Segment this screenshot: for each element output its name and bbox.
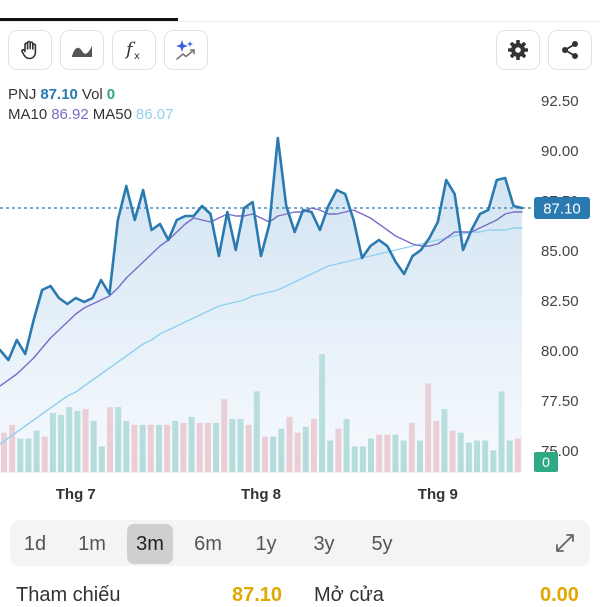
legend-ma50-label: MA50 xyxy=(92,106,132,123)
expand-icon xyxy=(556,534,574,552)
volume-tag xyxy=(534,452,558,472)
legend-ma10-value: 86.92 xyxy=(51,106,89,123)
range-3y-button[interactable]: 3y xyxy=(313,532,335,555)
x-axis: Thg 7 Thg 8 Thg 9 xyxy=(56,486,458,503)
legend-row-price: PNJ 87.10 Vol 0 xyxy=(8,86,119,104)
y-tick-label: 82.50 xyxy=(541,293,579,310)
legend-row-ma: MA10 86.92 MA50 86.07 xyxy=(8,106,177,124)
x-tick-label: Thg 8 xyxy=(241,486,281,503)
range-3m-button[interactable]: 3m xyxy=(127,524,173,564)
legend-ma10-label: MA10 xyxy=(8,106,48,123)
x-tick-label: Thg 9 xyxy=(418,486,458,503)
reference-price-label: Tham chiếu xyxy=(16,584,121,606)
price-area xyxy=(0,138,522,472)
settings-gear-icon xyxy=(508,40,528,60)
legend-vol-value: 0 xyxy=(106,86,116,103)
current-price-tag-label: 87.10 xyxy=(543,201,581,218)
open-price-value: 0.00 xyxy=(540,584,579,606)
fullscreen-button[interactable] xyxy=(548,526,582,560)
share-button[interactable] xyxy=(548,30,592,70)
top-divider xyxy=(0,21,600,22)
drawing-tools-button[interactable] xyxy=(164,30,208,70)
hand-tool-button[interactable] xyxy=(8,30,52,70)
legend-price: 87.10 xyxy=(40,86,78,103)
ma50-line xyxy=(0,227,523,445)
y-tick-label: 77.50 xyxy=(541,393,579,410)
time-range-selector xyxy=(10,520,590,566)
price-tags: 87.10 0 xyxy=(534,197,590,472)
legend-symbol: PNJ xyxy=(8,86,37,103)
y-tick-label: 85.00 xyxy=(541,243,579,260)
range-1y-button[interactable]: 1y xyxy=(255,532,277,555)
active-tab-indicator xyxy=(0,18,178,21)
fx-indicator-icon: f x xyxy=(124,39,140,62)
range-5y-button[interactable]: 5y xyxy=(371,532,393,555)
y-tick-label: 80.00 xyxy=(541,343,579,360)
legend-ma50-value: 86.07 xyxy=(135,106,174,123)
ma10-line xyxy=(0,207,523,387)
indicators-button[interactable]: f x xyxy=(112,30,156,70)
svg-text:x: x xyxy=(134,51,140,62)
share-icon xyxy=(562,41,578,59)
x-tick-label: Thg 7 xyxy=(56,486,96,503)
current-price-tag xyxy=(534,197,590,219)
price-area-fill xyxy=(0,138,522,472)
reference-price-value: 87.10 xyxy=(232,584,283,606)
hand-icon xyxy=(21,40,37,60)
line-style-icon xyxy=(72,46,92,57)
chart-style-button[interactable] xyxy=(60,30,104,70)
range-1d-button[interactable]: 1d xyxy=(23,532,47,555)
open-price-label: Mở cửa xyxy=(314,584,384,606)
y-tick-label: 90.00 xyxy=(541,143,579,160)
legend-vol-label: Vol xyxy=(81,86,103,103)
chart-lines xyxy=(0,136,532,445)
range-1m-button[interactable]: 1m xyxy=(78,532,106,555)
sparkle-draw-icon xyxy=(176,40,195,60)
price-line xyxy=(0,136,524,362)
volume-tag-label: 0 xyxy=(542,454,550,470)
settings-button[interactable] xyxy=(496,30,540,70)
range-6m-button[interactable]: 6m xyxy=(194,532,222,555)
price-chart[interactable]: 92.5090.0087.5085.0082.5080.0077.5075.00… xyxy=(0,80,600,510)
y-tick-label: 92.50 xyxy=(541,93,579,110)
